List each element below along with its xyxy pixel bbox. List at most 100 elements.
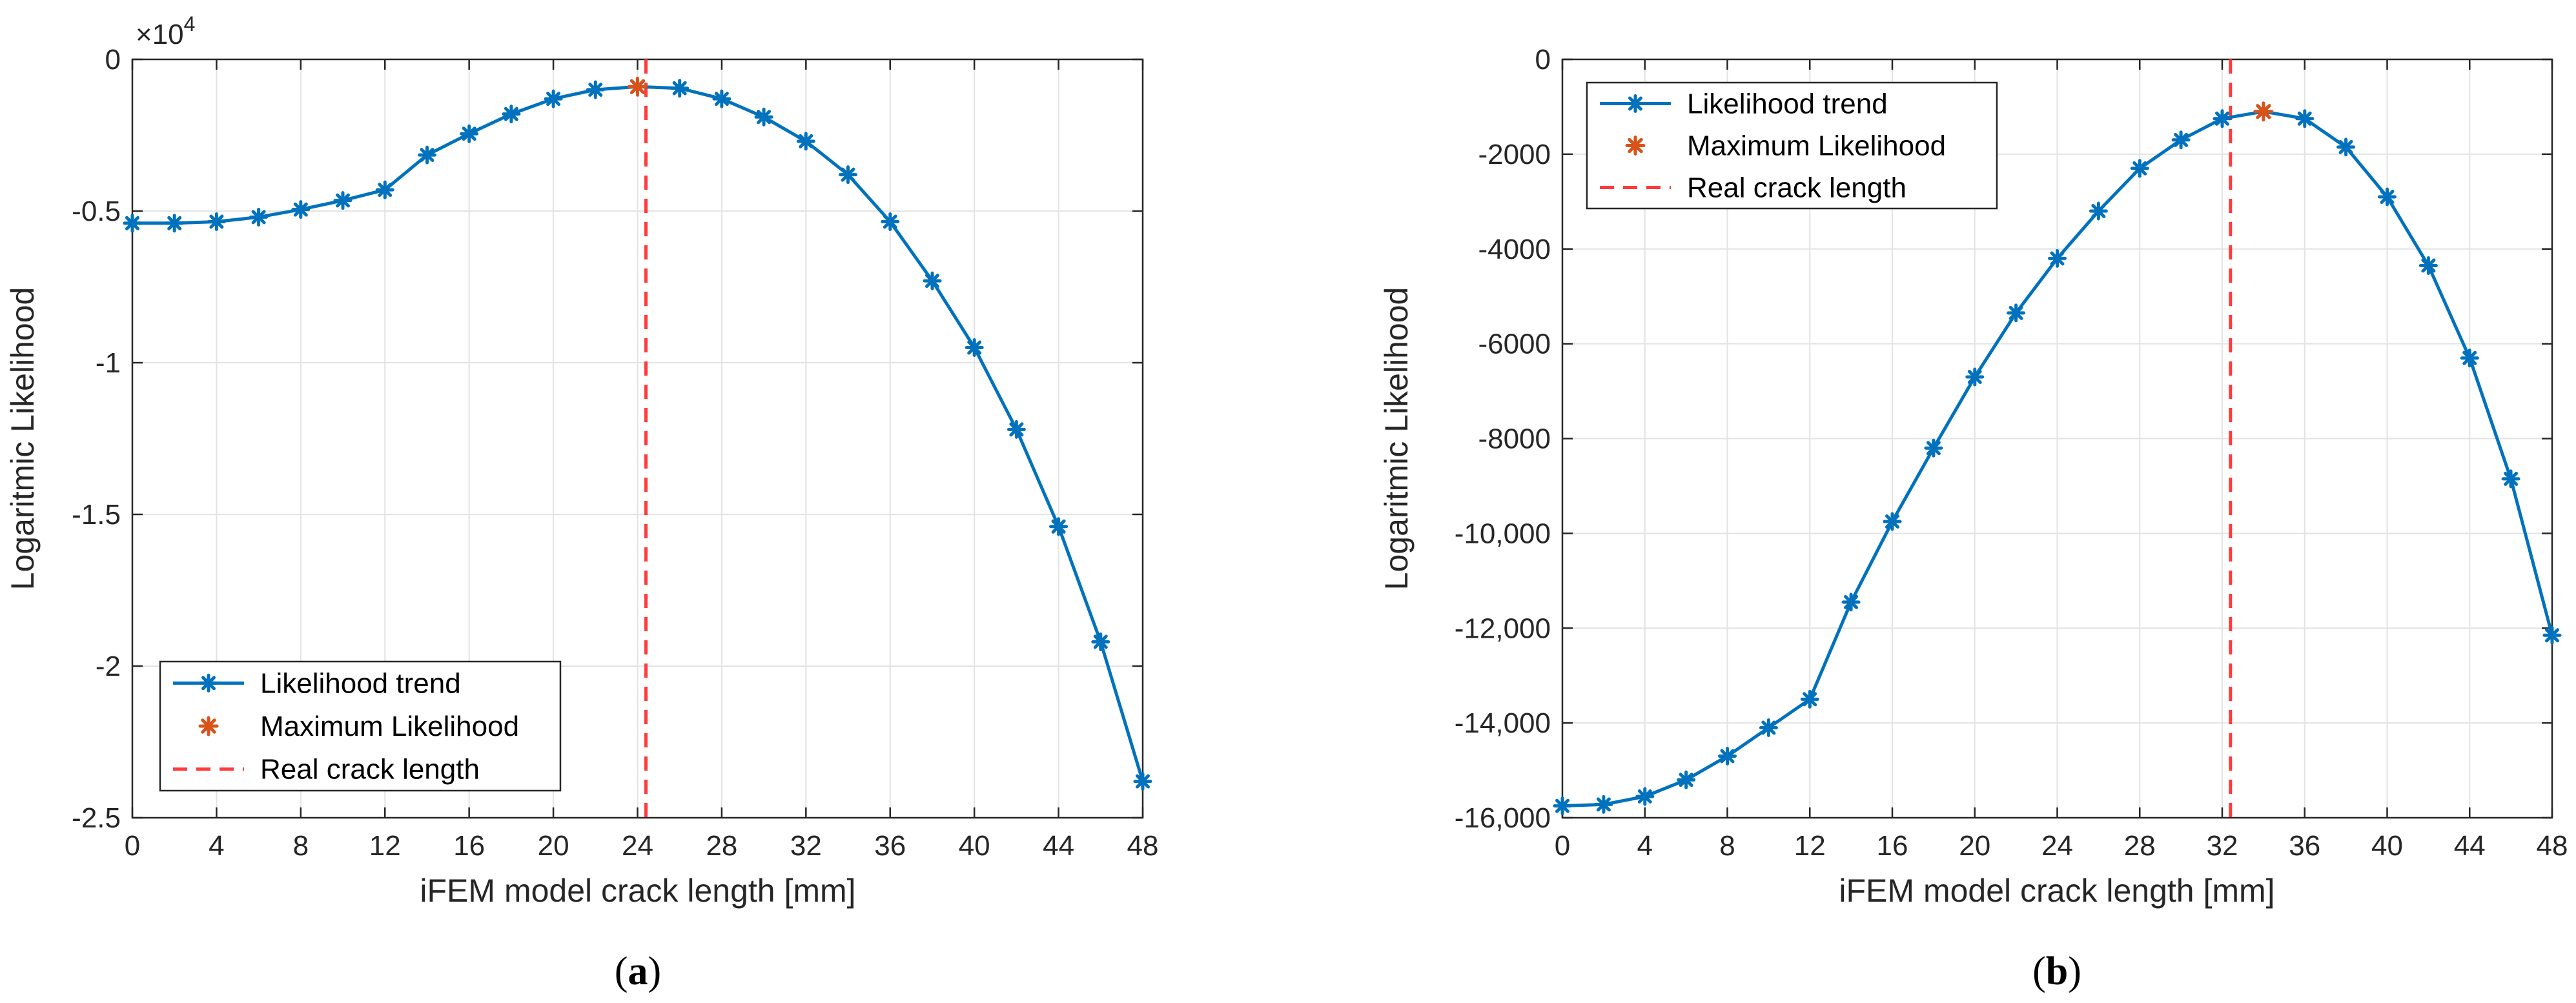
- likelihood-point: [2501, 469, 2520, 489]
- x-axis-label: iFEM model crack length [mm]: [1839, 873, 2274, 909]
- x-tick-label: 32: [2207, 830, 2238, 862]
- likelihood-point: [1841, 593, 1861, 612]
- caption-open-paren: (: [615, 949, 628, 993]
- maximum-likelihood-point: [2253, 101, 2274, 122]
- likelihood-point: [1635, 787, 1655, 806]
- likelihood-point: [1133, 772, 1152, 791]
- likelihood-point: [965, 338, 984, 357]
- caption-letter: a: [628, 949, 648, 993]
- x-tick-label: 8: [293, 830, 309, 862]
- likelihood-point: [2171, 130, 2191, 150]
- likelihood-point: [1718, 747, 1737, 765]
- x-tick-label: 44: [2454, 830, 2486, 862]
- x-tick-label: 4: [1637, 830, 1653, 862]
- likelihood-point: [291, 200, 311, 219]
- legend-marker-trend: [1626, 94, 1645, 113]
- likelihood-point: [2460, 349, 2479, 368]
- x-tick-label: 16: [1877, 830, 1908, 862]
- caption-letter: b: [2046, 949, 2068, 993]
- y-tick-label: -0.5: [72, 196, 121, 227]
- maximum-likelihood-point: [628, 76, 648, 97]
- likelihood-point: [2418, 256, 2438, 275]
- legend-label: Real crack length: [260, 754, 480, 785]
- likelihood-point: [2336, 137, 2356, 157]
- likelihood-point: [1883, 512, 1902, 531]
- y-axis-label: Logaritmic Likelihood: [5, 287, 41, 591]
- legend: Likelihood trend Maximum Likelihood Real c…: [1586, 81, 1998, 210]
- legend-label: Likelihood trend: [260, 667, 461, 699]
- x-tick-label: 20: [538, 830, 569, 862]
- likelihood-point: [1677, 770, 1696, 789]
- likelihood-point: [2213, 109, 2232, 128]
- x-tick-label: 28: [706, 830, 737, 862]
- y-tick-label: -12,000: [1455, 613, 1551, 644]
- legend-marker-trend: [199, 673, 218, 693]
- x-tick-label: 16: [453, 830, 485, 862]
- likelihood-point: [2007, 303, 2026, 323]
- x-tick-label: 0: [1555, 830, 1570, 862]
- y-tick-label: -4000: [1478, 234, 1551, 265]
- y-tick-label: -8000: [1478, 423, 1551, 455]
- likelihood-point: [1800, 689, 1819, 709]
- likelihood-point: [670, 79, 690, 98]
- legend-label: Maximum Likelihood: [1687, 130, 1946, 162]
- y-tick-label: -16,000: [1455, 802, 1551, 834]
- y-tick-label: -14,000: [1455, 707, 1551, 739]
- y-tick-label: -1: [96, 347, 121, 379]
- likelihood-point: [2130, 159, 2149, 178]
- y-tick-label: 0: [1535, 44, 1551, 76]
- likelihood-point: [2295, 109, 2315, 128]
- x-tick-label: 40: [2371, 830, 2403, 862]
- likelihood-point: [375, 180, 394, 199]
- x-tick-label: 12: [1794, 830, 1826, 862]
- caption-open-paren: (: [2032, 949, 2046, 993]
- likelihood-point: [1759, 718, 1778, 737]
- caption-close-paren: ): [2068, 949, 2081, 993]
- x-tick-label: 36: [874, 830, 906, 862]
- likelihood-point: [249, 207, 269, 227]
- panel-a: 0 4 8 12 16 20 24 28 32 36 40 44 480-0.5-1-1.5-2-2.5…: [5, 12, 1158, 993]
- panel-b: 0 4 8 12 16 20 24 28 32 36 40 44 480-2000-4000-6000-…: [1378, 44, 2568, 993]
- panel-caption: (b): [2032, 949, 2081, 993]
- x-tick-label: 24: [2041, 830, 2073, 862]
- x-tick-label: 0: [125, 830, 140, 862]
- x-tick-label: 4: [209, 830, 224, 862]
- y-tick-label: -2.5: [72, 802, 121, 834]
- x-tick-label: 40: [959, 830, 990, 862]
- likelihood-point: [1553, 796, 1572, 816]
- legend-label: Likelihood trend: [1687, 88, 1888, 120]
- x-tick-label: 8: [1719, 830, 1735, 862]
- likelihood-point: [1594, 795, 1613, 814]
- likelihood-point: [1049, 517, 1068, 536]
- likelihood-point: [712, 89, 731, 108]
- y-axis-label: Logaritmic Likelihood: [1378, 287, 1415, 591]
- likelihood-point: [2089, 201, 2108, 221]
- likelihood-point: [923, 271, 942, 290]
- legend-marker-max: [1625, 136, 1646, 156]
- legend-label: Real crack length: [1687, 172, 1906, 204]
- y-tick-label: 0: [105, 44, 121, 76]
- y-tick-label: -2: [96, 651, 121, 682]
- likelihood-point: [839, 165, 857, 185]
- panel-caption: (a): [615, 949, 661, 993]
- likelihood-point: [502, 105, 521, 124]
- x-tick-label: 36: [2289, 830, 2320, 862]
- x-tick-label: 48: [1127, 830, 1159, 862]
- exponent-power: 4: [184, 12, 196, 35]
- x-tick-label: 44: [1043, 830, 1074, 862]
- exponent-base: ×10: [136, 19, 184, 50]
- likelihood-point: [123, 214, 142, 233]
- x-tick-label: 12: [369, 830, 401, 862]
- likelihood-point: [1924, 438, 1943, 458]
- y-exponent-label: ×104: [136, 12, 195, 50]
- likelihood-point: [881, 212, 900, 231]
- legend-marker-max: [198, 716, 219, 736]
- likelihood-point: [2542, 625, 2562, 645]
- likelihood-point: [1965, 367, 1985, 387]
- y-tick-label: -10,000: [1455, 518, 1551, 549]
- y-tick-label: -1.5: [72, 499, 121, 531]
- x-axis-label: iFEM model crack length [mm]: [420, 873, 855, 909]
- likelihood-point: [333, 191, 353, 210]
- x-tick-label: 20: [1959, 830, 1990, 862]
